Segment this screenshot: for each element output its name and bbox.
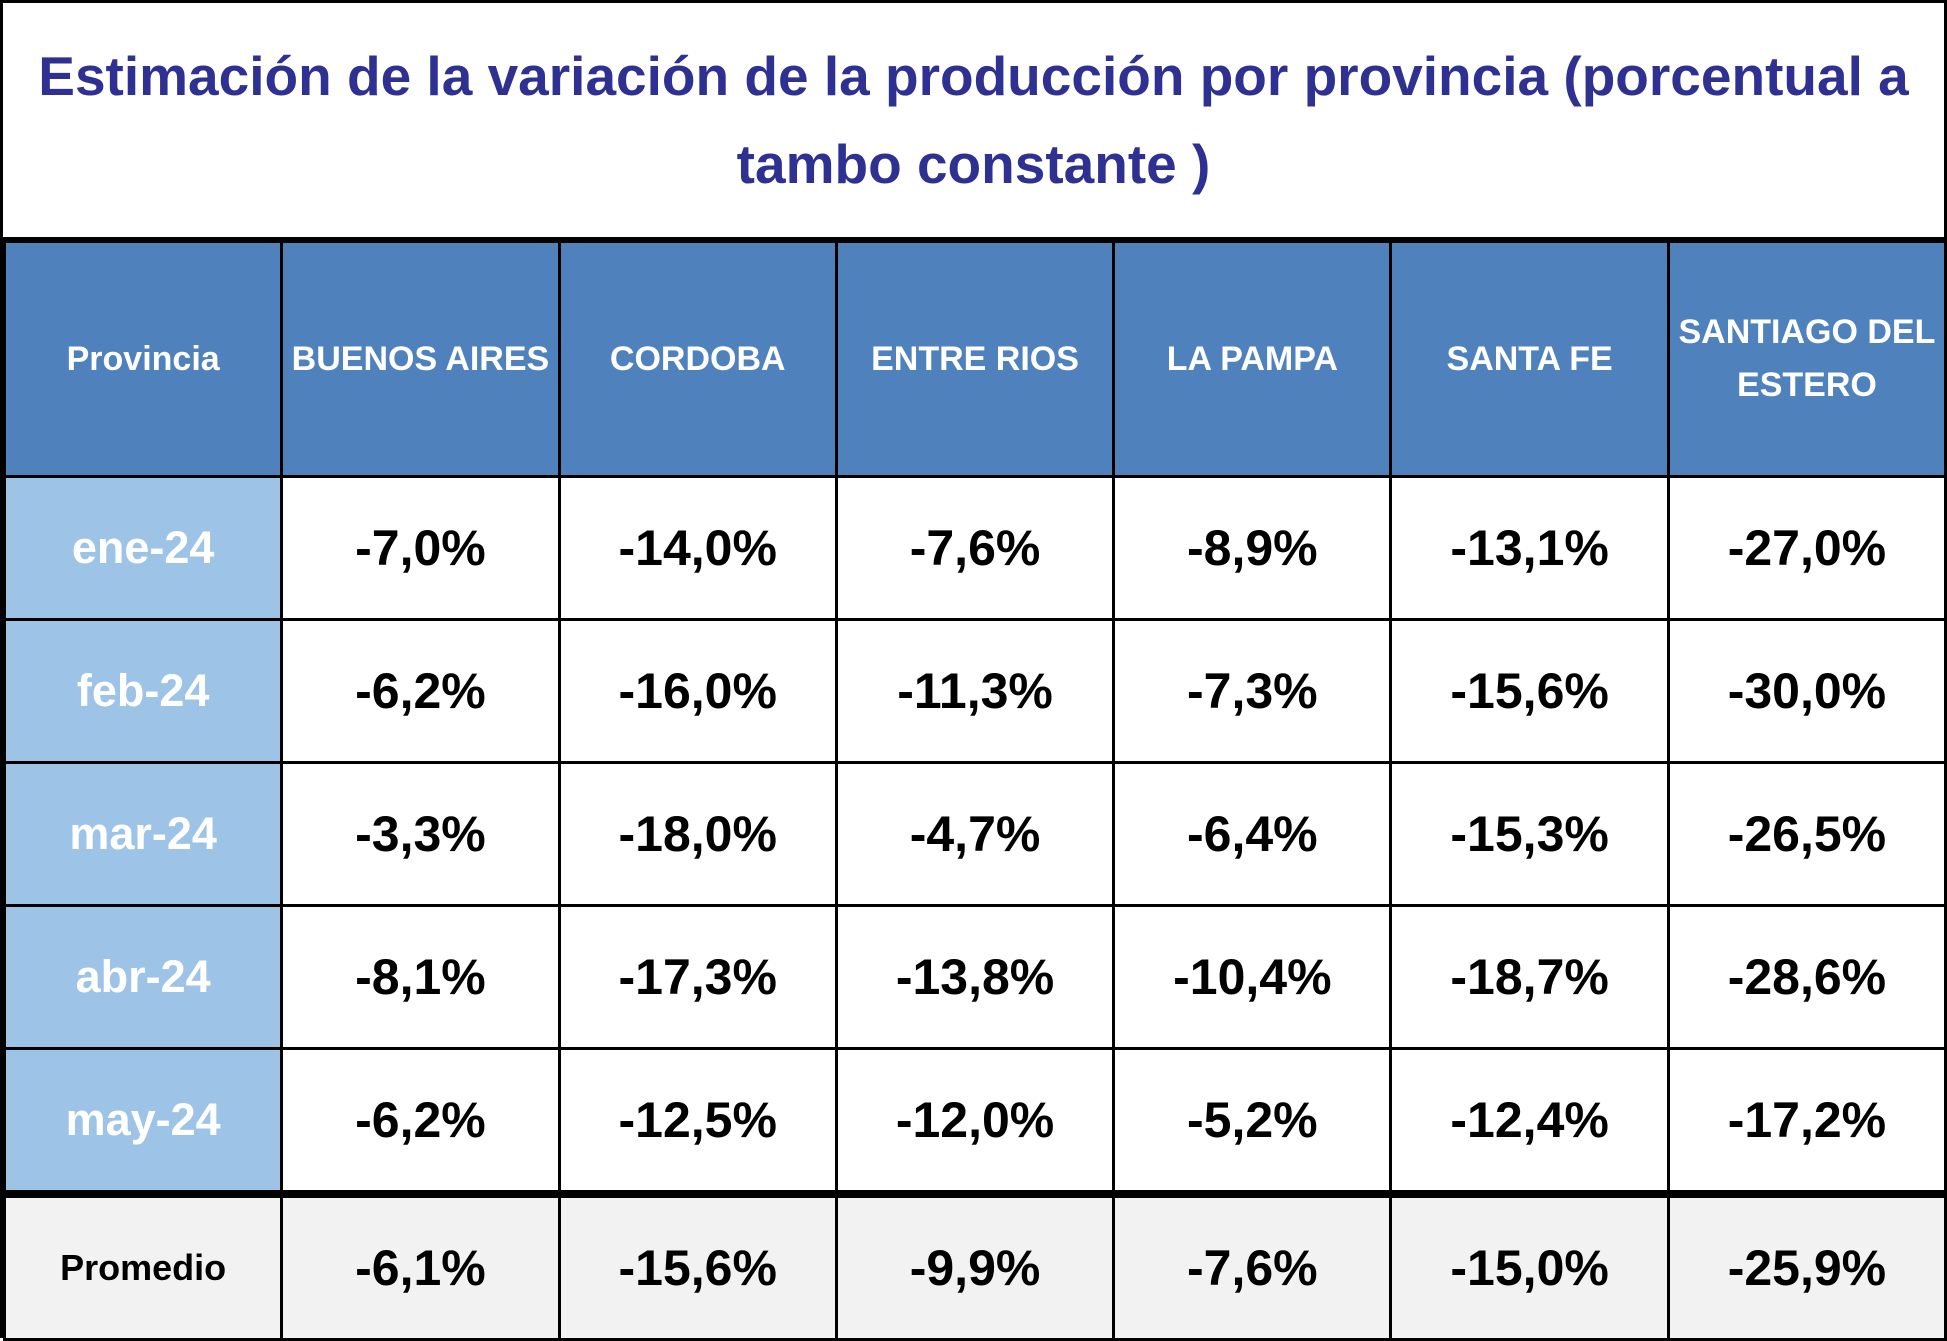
header-santiago-del-estero: SANTIAGO DEL ESTERO	[1666, 240, 1947, 478]
row-label: feb-24	[2, 618, 284, 764]
table-title: Estimación de la variación de la producc…	[3, 3, 1944, 240]
header-entre-rios: ENTRE RIOS	[834, 240, 1116, 478]
table-cell: -7,6%	[834, 475, 1116, 621]
row-label: may-24	[2, 1047, 284, 1196]
average-row: Promedio -6,1% -15,6% -9,9% -7,6% -15,0%…	[2, 1190, 1947, 1341]
average-cell: -6,1%	[280, 1190, 561, 1341]
table-cell: -11,3%	[834, 618, 1116, 764]
average-cell: -9,9%	[834, 1190, 1116, 1341]
header-buenos-aires: BUENOS AIRES	[280, 240, 561, 478]
average-cell: -15,0%	[1389, 1190, 1670, 1341]
table-cell: -12,4%	[1389, 1047, 1670, 1196]
table-cell: -5,2%	[1112, 1047, 1393, 1196]
table-cell: -6,4%	[1112, 761, 1393, 907]
table-cell: -6,2%	[280, 1047, 561, 1196]
header-provincia: Provincia	[2, 240, 284, 478]
table-row: may-24 -6,2% -12,5% -12,0% -5,2% -12,4% …	[2, 1047, 1947, 1196]
table-row: feb-24 -6,2% -16,0% -11,3% -7,3% -15,6% …	[2, 618, 1947, 764]
table-cell: -17,3%	[557, 904, 838, 1050]
table-cell: -13,1%	[1389, 475, 1670, 621]
table-cell: -14,0%	[557, 475, 838, 621]
production-variation-table: Provincia BUENOS AIRES CORDOBA ENTRE RIO…	[2, 240, 1947, 1341]
table-cell: -8,9%	[1112, 475, 1393, 621]
table-cell: -13,8%	[834, 904, 1116, 1050]
table-cell: -17,2%	[1666, 1047, 1947, 1196]
table-row: ene-24 -7,0% -14,0% -7,6% -8,9% -13,1% -…	[2, 475, 1947, 621]
row-label: ene-24	[2, 475, 284, 621]
table-cell: -30,0%	[1666, 618, 1947, 764]
table-cell: -16,0%	[557, 618, 838, 764]
table-cell: -28,6%	[1666, 904, 1947, 1050]
average-cell: -7,6%	[1112, 1190, 1393, 1341]
header-la-pampa: LA PAMPA	[1112, 240, 1393, 478]
table-cell: -15,3%	[1389, 761, 1670, 907]
average-label: Promedio	[2, 1190, 284, 1341]
table-cell: -4,7%	[834, 761, 1116, 907]
table-cell: -26,5%	[1666, 761, 1947, 907]
table-cell: -10,4%	[1112, 904, 1393, 1050]
table-row: mar-24 -3,3% -18,0% -4,7% -6,4% -15,3% -…	[2, 761, 1947, 907]
header-santa-fe: SANTA FE	[1389, 240, 1670, 478]
table-cell: -8,1%	[280, 904, 561, 1050]
average-cell: -25,9%	[1666, 1190, 1947, 1341]
table-row: abr-24 -8,1% -17,3% -13,8% -10,4% -18,7%…	[2, 904, 1947, 1050]
table-cell: -7,3%	[1112, 618, 1393, 764]
header-cordoba: CORDOBA	[557, 240, 838, 478]
table-cell: -12,5%	[557, 1047, 838, 1196]
average-cell: -15,6%	[557, 1190, 838, 1341]
table-cell: -7,0%	[280, 475, 561, 621]
table-cell: -12,0%	[834, 1047, 1116, 1196]
header-row: Provincia BUENOS AIRES CORDOBA ENTRE RIO…	[2, 240, 1947, 478]
table-cell: -18,7%	[1389, 904, 1670, 1050]
row-label: abr-24	[2, 904, 284, 1050]
table-cell: -27,0%	[1666, 475, 1947, 621]
table-cell: -18,0%	[557, 761, 838, 907]
table-cell: -6,2%	[280, 618, 561, 764]
row-label: mar-24	[2, 761, 284, 907]
table-cell: -3,3%	[280, 761, 561, 907]
table-cell: -15,6%	[1389, 618, 1670, 764]
